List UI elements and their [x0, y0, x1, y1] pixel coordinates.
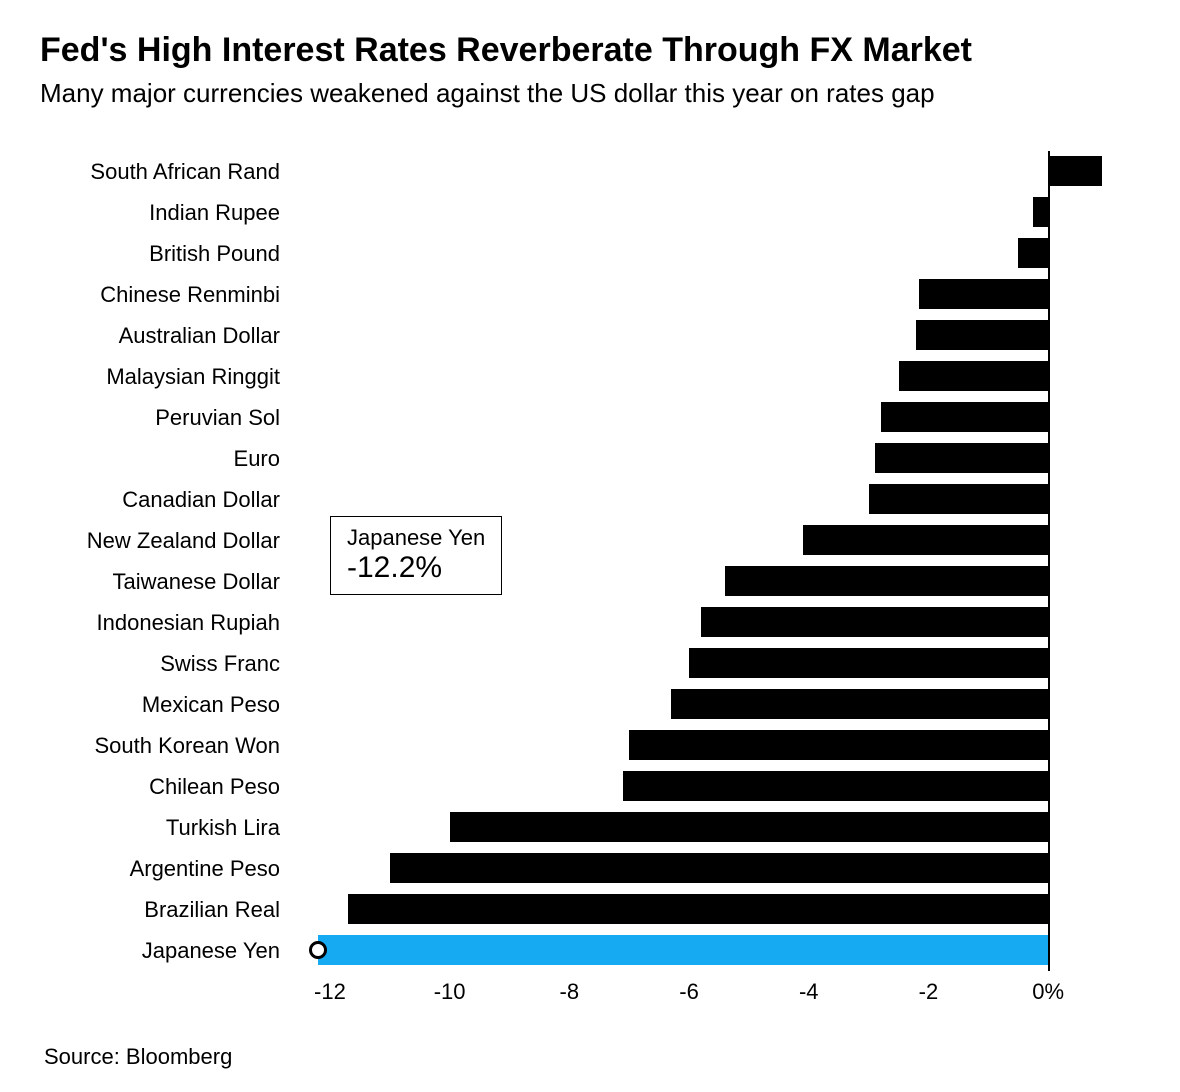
bar-label: Malaysian Ringgit [40, 356, 290, 397]
x-tick-label: -10 [434, 979, 466, 1005]
x-tick-label: 0% [1032, 979, 1064, 1005]
bar [803, 525, 1048, 555]
bar [1048, 156, 1102, 186]
x-tick-label: -8 [560, 979, 580, 1005]
x-tick-label: -4 [799, 979, 819, 1005]
callout-box: Japanese Yen-12.2% [330, 516, 502, 595]
bar-label: Taiwanese Dollar [40, 561, 290, 602]
bar-label: British Pound [40, 233, 290, 274]
bar [623, 771, 1048, 801]
callout-value: -12.2% [347, 551, 485, 584]
chart-subtitle: Many major currencies weakened against t… [40, 77, 1140, 111]
chart-wrap: Japanese Yen-12.2% -12-10-8-6-4-20% Sout… [40, 151, 1140, 1021]
bar [348, 894, 1048, 924]
bar-label: Indian Rupee [40, 192, 290, 233]
bar-highlight [318, 935, 1048, 965]
bar-label: Australian Dollar [40, 315, 290, 356]
bar-label: New Zealand Dollar [40, 520, 290, 561]
bar [671, 689, 1048, 719]
bar-label: Turkish Lira [40, 807, 290, 848]
bar [1018, 238, 1048, 268]
bar-label: Chilean Peso [40, 766, 290, 807]
bar [881, 402, 1049, 432]
bar [629, 730, 1048, 760]
bar-label: Mexican Peso [40, 684, 290, 725]
bar [916, 320, 1048, 350]
x-tick-label: -12 [314, 979, 346, 1005]
bar [390, 853, 1048, 883]
bar-label: Japanese Yen [40, 930, 290, 971]
callout-label: Japanese Yen [347, 525, 485, 551]
bar [899, 361, 1049, 391]
bar-label: Chinese Renminbi [40, 274, 290, 315]
zero-axis-line [1048, 151, 1050, 971]
bar-label: South Korean Won [40, 725, 290, 766]
bar [689, 648, 1048, 678]
bar-label: Indonesian Rupiah [40, 602, 290, 643]
highlight-marker-icon [309, 941, 327, 959]
chart-title: Fed's High Interest Rates Reverberate Th… [40, 30, 1140, 71]
bar [725, 566, 1048, 596]
x-tick-label: -6 [679, 979, 699, 1005]
bar-label: Peruvian Sol [40, 397, 290, 438]
x-tick-label: -2 [919, 979, 939, 1005]
bar [919, 279, 1048, 309]
bar-label: South African Rand [40, 151, 290, 192]
source-text: Source: Bloomberg [44, 1044, 232, 1070]
bar-label: Canadian Dollar [40, 479, 290, 520]
bar-label: Euro [40, 438, 290, 479]
bar [450, 812, 1049, 842]
bar-label: Argentine Peso [40, 848, 290, 889]
x-axis: -12 -10 -8 -6 -4 -2 0% [300, 979, 1120, 1019]
bar [1033, 197, 1048, 227]
chart-container: Fed's High Interest Rates Reverberate Th… [0, 0, 1180, 1092]
bar [869, 484, 1049, 514]
bar-label: Swiss Franc [40, 643, 290, 684]
bar-label: Brazilian Real [40, 889, 290, 930]
bar [701, 607, 1048, 637]
chart-plot: Japanese Yen-12.2% [300, 151, 1120, 971]
bar [875, 443, 1049, 473]
